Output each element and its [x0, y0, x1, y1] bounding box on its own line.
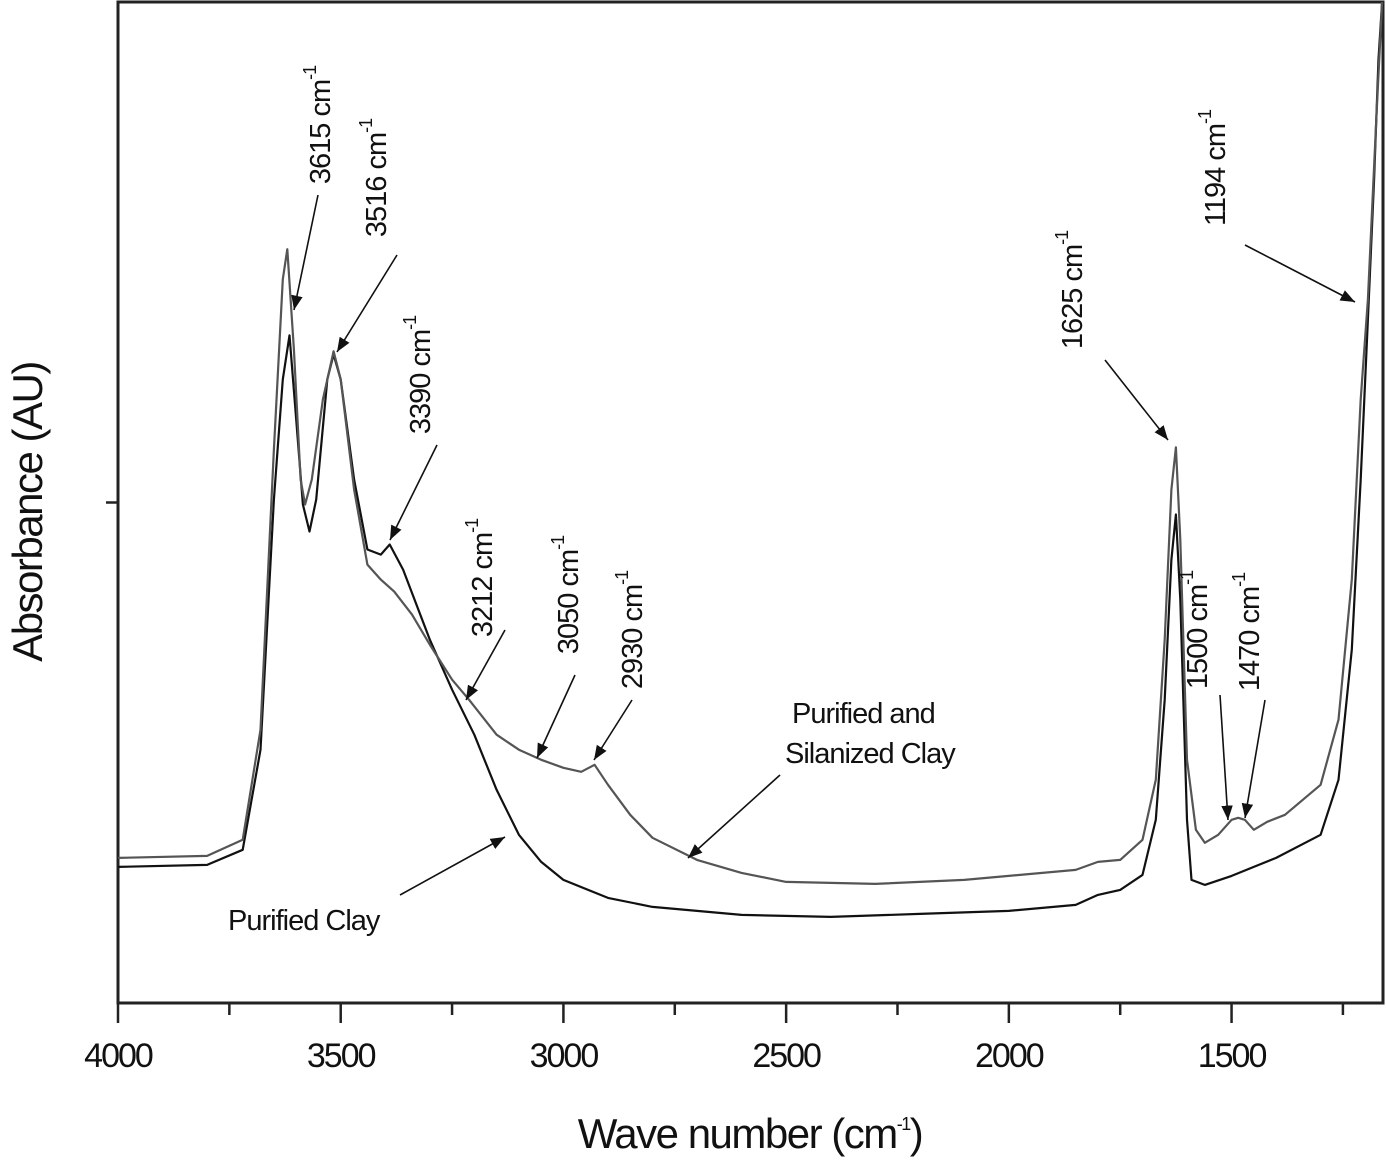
- peak-label: 3212 cm-1: [462, 518, 499, 637]
- peak-label-text: 3615 cm: [305, 80, 337, 184]
- x-axis-title: Wave number (cm-1): [578, 1110, 923, 1157]
- x-axis-title-main: Wave number (cm: [578, 1110, 897, 1157]
- series-label-purified-clay: Purified Clay: [228, 905, 381, 937]
- peak-label-text: 3212 cm: [467, 533, 499, 637]
- peak-label: 3516 cm-1: [356, 118, 393, 237]
- peak-label-sup: -1: [1229, 572, 1249, 587]
- x-tick-label: 3000: [530, 1037, 599, 1075]
- peak-arrow: [1104, 359, 1169, 441]
- series-line-purified-clay: [117, 1, 1384, 918]
- series-group: [117, 1, 1384, 918]
- peak-arrow: [536, 674, 576, 759]
- x-axis-title-sup: -1: [897, 1114, 911, 1134]
- peak-label-sup: -1: [1052, 230, 1072, 245]
- y-axis-title: Absorbance (AU): [4, 362, 51, 662]
- series-label-arrow: [687, 774, 781, 859]
- x-axis-title-close: ): [910, 1110, 923, 1157]
- x-tick-label: 1500: [1198, 1037, 1267, 1075]
- peak-label-sup: -1: [548, 535, 568, 550]
- peak-arrow: [1241, 699, 1266, 819]
- series-label-arrow: [399, 836, 506, 896]
- peak-arrow: [1219, 694, 1233, 821]
- peak-label-text: 1625 cm: [1057, 245, 1089, 349]
- axes: 4000 3500 3000 2500 2000 1500: [84, 0, 1385, 1075]
- peak-label-text: 1194 cm: [1200, 124, 1232, 226]
- peak-label-text: 3390 cm: [405, 330, 437, 434]
- peak-label-sup: -1: [356, 118, 376, 133]
- x-tick-label: 3500: [307, 1037, 376, 1075]
- peak-arrow: [336, 254, 398, 353]
- peak-label-text: 2930 cm: [617, 585, 649, 689]
- peak-label-text: 3516 cm: [361, 133, 393, 237]
- peak-arrow: [389, 444, 438, 541]
- peak-arrow: [291, 194, 319, 311]
- x-tick-label: 2500: [752, 1037, 821, 1075]
- peak-label-sup: -1: [612, 570, 632, 585]
- peak-label-text: 1470 cm: [1234, 587, 1266, 691]
- peak-label: 3390 cm-1: [400, 315, 437, 434]
- peak-label: 1500 cm-1: [1177, 570, 1214, 689]
- peak-label: 1625 cm-1: [1052, 230, 1089, 349]
- peak-label-sup: -1: [300, 65, 320, 80]
- peak-arrow: [465, 629, 506, 701]
- peak-label-text: 3050 cm: [553, 550, 585, 654]
- peak-arrow: [593, 699, 633, 761]
- x-tick-label: 2000: [975, 1037, 1044, 1075]
- peak-label: 1470 cm-1: [1229, 572, 1266, 691]
- series-line-silanized-clay: [117, 1, 1384, 885]
- series-label-silanized-clay: Purified and: [792, 698, 935, 730]
- peak-arrow: [1244, 244, 1356, 303]
- peak-label: 3615 cm-1: [300, 65, 337, 184]
- peak-label: 2930 cm-1: [612, 570, 649, 689]
- peak-label-sup: -1: [1195, 109, 1215, 124]
- peak-label: 3050 cm-1: [548, 535, 585, 654]
- peak-label-sup: -1: [1177, 570, 1197, 585]
- series-label-silanized-clay: Silanized Clay: [785, 738, 956, 770]
- x-tick-label: 4000: [84, 1037, 153, 1075]
- peak-label-text: 1500 cm: [1182, 585, 1214, 689]
- peak-label-sup: -1: [462, 518, 482, 533]
- peak-label-sup: -1: [400, 315, 420, 330]
- peak-label: 1194 cm-1: [1195, 109, 1232, 226]
